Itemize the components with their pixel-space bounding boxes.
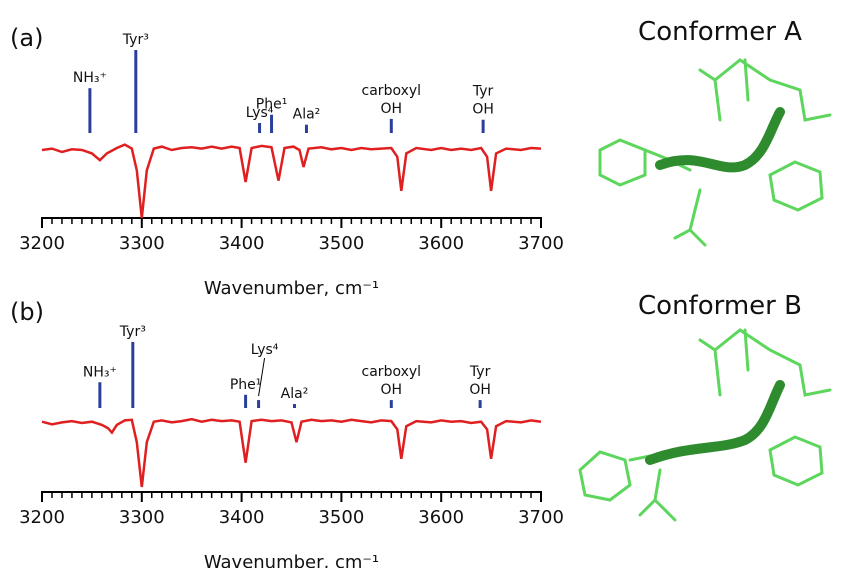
x-tick-label: 3300 <box>119 507 165 528</box>
x-tick-label: 3500 <box>318 233 364 254</box>
x-tick-label: 3200 <box>19 507 65 528</box>
panel-label: (b) <box>10 298 44 326</box>
molecule-b <box>580 330 830 520</box>
stick-label: OH <box>472 102 494 118</box>
x-axis-label: Wavenumber, cm⁻¹ <box>204 552 379 568</box>
stick-label: NH₃⁺ <box>83 364 117 380</box>
x-tick-label: 3600 <box>418 233 464 254</box>
stick-label: carboxyl <box>362 83 422 99</box>
x-tick-label: 3200 <box>19 233 65 254</box>
x-tick-label: 3600 <box>418 507 464 528</box>
stick-label: Tyr <box>472 84 494 100</box>
x-axis-label: Wavenumber, cm⁻¹ <box>204 278 379 299</box>
x-tick-label: 3400 <box>219 233 265 254</box>
spectrum-line <box>42 419 541 487</box>
stick-label: OH <box>381 101 403 117</box>
stick-label: Tyr³ <box>119 324 146 340</box>
stick-label: OH <box>469 382 491 398</box>
ribbon <box>650 385 780 460</box>
molecule-a <box>600 60 830 245</box>
ring <box>600 140 645 185</box>
ring <box>770 437 822 485</box>
stick-label: Tyr <box>469 364 491 380</box>
x-tick-label: 3700 <box>518 233 564 254</box>
stick-label: Phe¹ <box>230 377 262 393</box>
ring <box>580 452 630 500</box>
stick-label: carboxyl <box>362 364 422 380</box>
spectrum-line <box>42 145 541 218</box>
x-tick-label: 3300 <box>119 233 165 254</box>
ring <box>770 162 822 210</box>
chart-title: Conformer A <box>638 17 802 47</box>
panel-label: (a) <box>10 24 43 52</box>
stick-label: Ala² <box>293 107 321 123</box>
bonds <box>700 60 830 120</box>
bonds <box>630 455 675 520</box>
chart-title: Conformer B <box>638 291 802 321</box>
bonds <box>700 330 830 395</box>
stick-label: Lys⁴ <box>251 342 279 358</box>
figure: (a) Conformer A 3200 3300 3400 3500 3600 3700 Wa… <box>0 0 849 568</box>
stick-label: Tyr³ <box>122 32 149 48</box>
stick-label: Phe¹ <box>256 97 288 113</box>
stick-label: Ala² <box>281 386 309 402</box>
stick-label: OH <box>381 382 403 398</box>
x-tick-label: 3700 <box>518 507 564 528</box>
x-tick-label: 3400 <box>219 507 265 528</box>
x-tick-label: 3500 <box>318 507 364 528</box>
stick-label: NH₃⁺ <box>73 70 107 86</box>
